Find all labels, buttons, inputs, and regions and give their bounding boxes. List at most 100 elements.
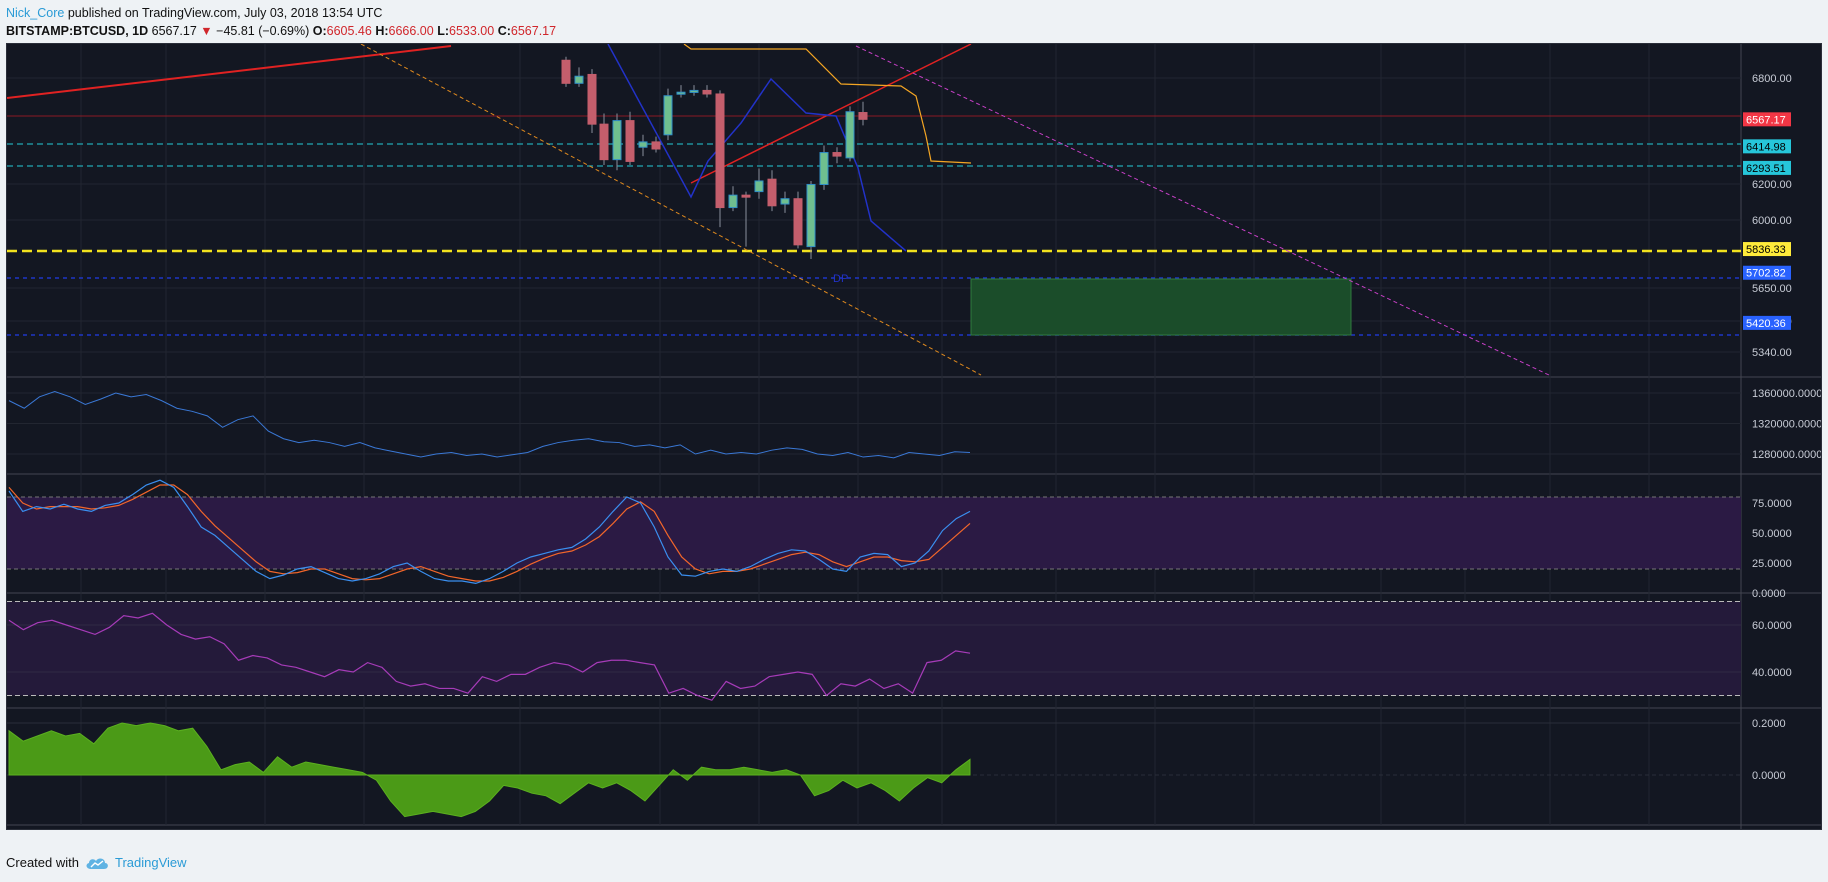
low-value: 6533.00 <box>449 24 495 38</box>
price-tick-label: 6000.00 <box>1752 215 1792 227</box>
price-change: −45.81 (−0.69%) <box>216 24 310 38</box>
chart-area[interactable]: May71421Jun111825Jul91623Aug71320266800.… <box>6 43 1822 830</box>
target-zone-box <box>970 278 1352 336</box>
candle-body <box>651 141 661 150</box>
price-label-bg <box>1743 242 1791 257</box>
candle <box>651 136 661 153</box>
stoch-k-line <box>8 479 971 585</box>
candle <box>625 111 635 165</box>
chart-header: Nick_Core published on TradingView.com, … <box>6 4 1816 40</box>
price-label-text: 6567.17 <box>1746 114 1786 126</box>
open-label: O: <box>312 24 327 38</box>
volume-line <box>8 390 971 459</box>
price-label-text: 6414.98 <box>1746 141 1786 153</box>
high-value: 6666.00 <box>388 24 434 38</box>
stoch-band <box>7 497 1741 569</box>
price-label-tag: 5702.82 <box>1743 265 1791 280</box>
stoch-tick-label: 0.0000 <box>1752 588 1786 600</box>
candle <box>574 67 584 87</box>
red-trendline <box>690 44 972 184</box>
price-label-tag: 5836.33 <box>1743 242 1791 257</box>
price-label-bg <box>1743 160 1791 175</box>
candle-body <box>574 75 584 84</box>
candle-body <box>599 123 609 161</box>
candle-body <box>702 89 712 95</box>
candle-body <box>676 91 686 95</box>
candle-body <box>780 198 790 205</box>
volume-tick-label: 1280000.0000 <box>1752 449 1821 461</box>
candle-body <box>845 111 855 159</box>
rsi-line <box>8 612 971 701</box>
candle-body <box>689 89 699 93</box>
candle <box>663 88 673 141</box>
candle <box>819 145 829 190</box>
candle-body <box>793 198 803 246</box>
price-label-tag: 6293.51 <box>1743 160 1791 175</box>
price-tick-label: 5340.00 <box>1752 347 1792 359</box>
price-tick-label: 6200.00 <box>1752 179 1792 191</box>
price-label-text: 5836.33 <box>1746 244 1786 256</box>
author-link[interactable]: Nick_Core <box>6 6 65 20</box>
candle-body <box>561 59 571 84</box>
candle <box>741 191 751 247</box>
down-arrow-icon: ▼ <box>200 24 213 38</box>
symbol-label: BITSTAMP:BTCUSD, 1D <box>6 24 149 38</box>
price-label-tag: 6567.17 <box>1743 112 1791 127</box>
momentum-area <box>8 722 971 818</box>
price-label-tag: 6414.98 <box>1743 139 1791 154</box>
price-tick-label: 5650.00 <box>1752 283 1792 295</box>
candle-body <box>728 194 738 209</box>
candle <box>845 106 855 162</box>
high-label: H: <box>375 24 389 38</box>
stoch-tick-label: 50.0000 <box>1752 528 1792 540</box>
candle-body <box>625 120 635 162</box>
candle <box>702 85 712 98</box>
candle-body <box>858 112 868 120</box>
price-label-bg <box>1743 139 1791 154</box>
publish-line: Nick_Core published on TradingView.com, … <box>6 4 1816 22</box>
blue-path-line <box>607 44 907 252</box>
price-label-text: 5702.82 <box>1746 268 1786 280</box>
dp-annotation: DP <box>833 273 848 285</box>
footer: Created with TradingView <box>6 855 187 870</box>
candle-body <box>806 184 816 248</box>
candle <box>612 113 622 171</box>
candle-body <box>715 93 725 209</box>
candle-body <box>638 141 648 148</box>
momentum-tick-label: 0.2000 <box>1752 718 1786 730</box>
magenta-dashed-trendline <box>855 45 1552 377</box>
candle-body <box>587 73 597 125</box>
candle <box>767 170 777 212</box>
candle-body <box>832 152 842 157</box>
rsi-band <box>7 601 1741 696</box>
red-trendline-upper <box>7 45 452 99</box>
candle-body <box>741 194 751 198</box>
last-price: 6567.17 <box>151 24 197 38</box>
stoch-tick-label: 25.0000 <box>1752 558 1792 570</box>
rsi-tick-label: 60.0000 <box>1752 620 1792 632</box>
candle <box>728 186 738 212</box>
volume-tick-label: 1320000.0000 <box>1752 419 1821 431</box>
candle <box>806 180 816 260</box>
tradingview-link[interactable]: TradingView <box>114 855 187 870</box>
orange-dashed-trendline <box>360 44 982 376</box>
price-label-text: 6293.51 <box>1746 163 1786 175</box>
candle <box>689 85 699 96</box>
price-label-bg <box>1743 112 1791 127</box>
candle <box>793 191 803 249</box>
candle-body <box>819 152 829 186</box>
volume-tick-label: 1360000.0000 <box>1752 388 1821 400</box>
chart-canvas[interactable]: May71421Jun111825Jul91623Aug71320266800.… <box>7 44 1821 829</box>
stoch-tick-label: 75.0000 <box>1752 498 1792 510</box>
published-text: published on TradingView.com, July 03, 2… <box>67 6 383 20</box>
tradingview-cloud-icon <box>86 858 108 869</box>
candle-body <box>612 120 622 161</box>
candle <box>754 168 764 199</box>
price-tick-label: 6800.00 <box>1752 73 1792 85</box>
rsi-tick-label: 40.0000 <box>1752 667 1792 679</box>
momentum-tick-label: 0.0000 <box>1752 770 1786 782</box>
price-label-bg <box>1743 315 1791 330</box>
candle <box>599 113 609 165</box>
price-label-bg <box>1743 265 1791 280</box>
price-label-tag: 5420.36 <box>1743 315 1791 330</box>
